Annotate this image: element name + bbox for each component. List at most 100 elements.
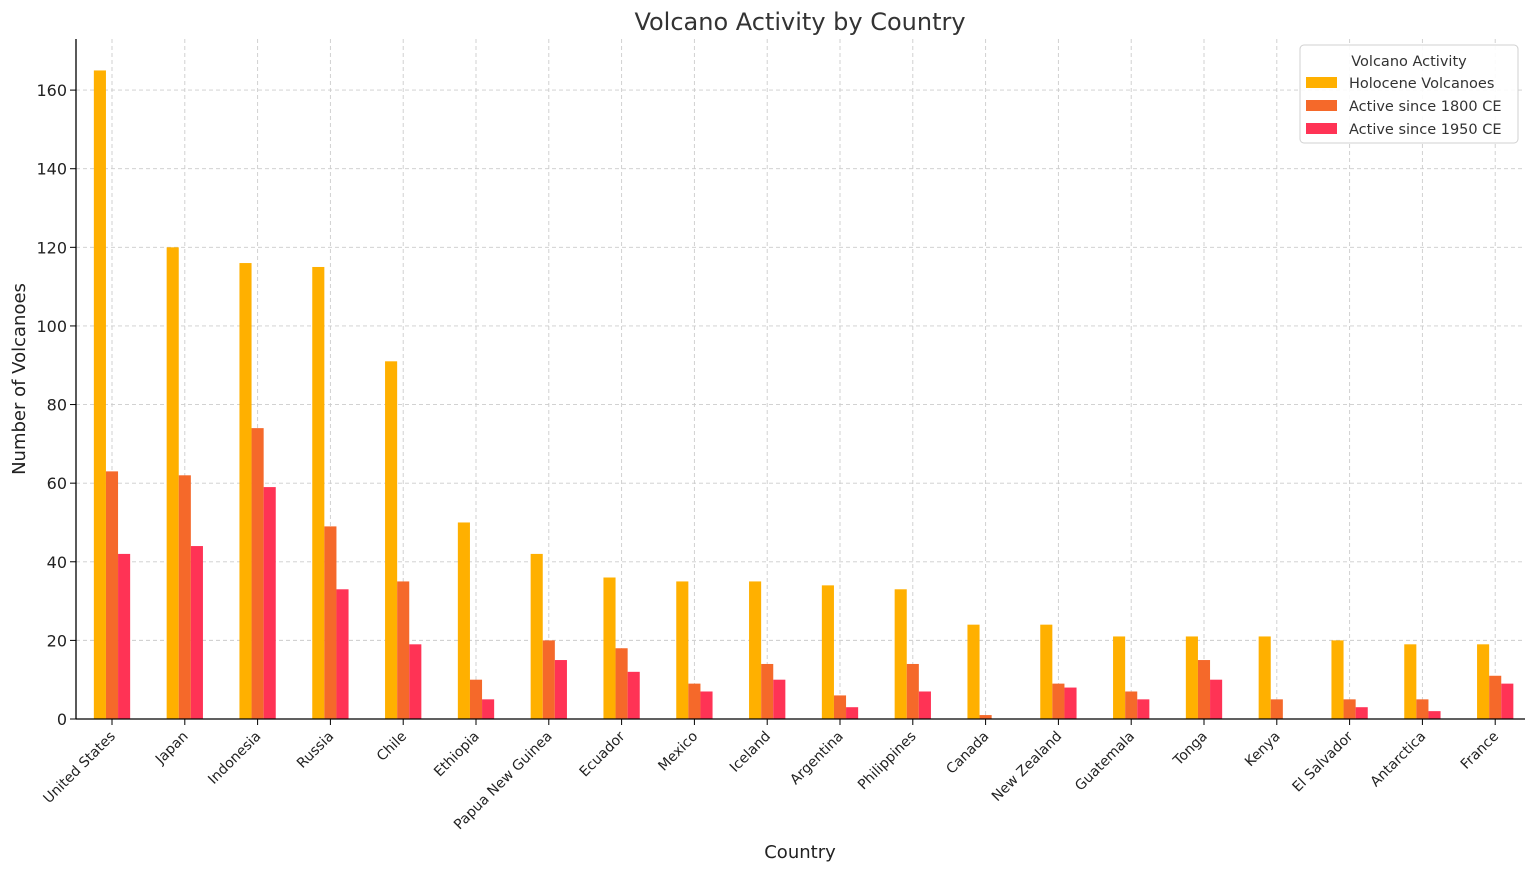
x-tick-label: Mexico [655, 729, 701, 775]
bar [979, 715, 992, 719]
y-tick-label: 80 [47, 396, 67, 415]
x-tick-label: Argentina [787, 729, 847, 789]
x-tick-label: Guatemala [1072, 729, 1138, 795]
y-tick-label: 0 [57, 710, 67, 729]
bar [1064, 687, 1077, 719]
x-tick-label: Ethiopia [431, 729, 483, 781]
legend-swatch [1306, 123, 1337, 134]
bar [1343, 699, 1356, 719]
bar [482, 699, 495, 719]
bar [1428, 711, 1441, 719]
bar [1185, 636, 1198, 719]
x-tick-label: Canada [943, 729, 992, 778]
bar [749, 581, 762, 719]
bar [105, 471, 119, 719]
bar [833, 695, 847, 719]
bar [1404, 644, 1417, 719]
bar [773, 679, 786, 719]
bar [469, 679, 483, 719]
legend-label: Active since 1950 CE [1349, 122, 1502, 138]
bar [1125, 691, 1138, 719]
bar [700, 691, 713, 719]
bar [1416, 699, 1429, 719]
x-tick-label: France [1458, 729, 1502, 773]
bars-group [93, 70, 1514, 720]
bar [1210, 679, 1223, 719]
y-tick-label: 140 [36, 160, 67, 179]
x-tick-label: El Salvador [1290, 728, 1357, 795]
bar [615, 648, 628, 719]
legend-label: Active since 1800 CE [1349, 99, 1502, 115]
chart-title: Volcano Activity by Country [634, 8, 965, 36]
bar [1501, 683, 1514, 719]
y-tick-label: 20 [47, 631, 67, 650]
bar [1197, 660, 1211, 719]
bar [1052, 683, 1065, 719]
legend-title: Volcano Activity [1351, 54, 1467, 70]
legend-swatch [1306, 77, 1337, 88]
bar [530, 553, 543, 719]
bar [1355, 707, 1368, 719]
y-axis-ticks: 0 20 40 60 80 100 120 140 160 [36, 81, 76, 729]
x-axis-title: Country [764, 842, 836, 863]
bar [967, 624, 980, 719]
bar [542, 640, 555, 719]
bar [190, 546, 203, 719]
bar [1258, 636, 1271, 719]
bar [1477, 644, 1490, 719]
x-tick-label: Japan [152, 729, 192, 769]
bar [385, 361, 398, 719]
bar [676, 581, 689, 719]
axes [75, 39, 1525, 720]
x-tick-label: Iceland [727, 729, 774, 776]
x-tick-label: Philippines [855, 729, 920, 794]
bar [603, 577, 616, 719]
bar [312, 266, 325, 719]
bar [1113, 636, 1126, 719]
bar [821, 585, 834, 719]
x-axis-ticks: United States Japan Indonesia Russia Chile Et… [40, 719, 1502, 833]
y-tick-label: 160 [36, 81, 67, 100]
bar [627, 671, 640, 719]
legend-items: Holocene Volcanoes Active since 1800 CE Ac… [1306, 76, 1502, 138]
x-tick-label: Tonga [1170, 729, 1211, 770]
bar [166, 247, 179, 719]
bar [251, 428, 264, 719]
bar [178, 475, 191, 719]
bar [1489, 675, 1502, 719]
x-tick-label: Chile [374, 729, 410, 765]
x-tick-label: Ecuador [577, 728, 629, 780]
bar [263, 487, 276, 719]
bar [239, 263, 252, 719]
bar [688, 683, 701, 719]
bar [906, 663, 919, 719]
bar [324, 526, 337, 719]
bar [1040, 624, 1053, 719]
legend-swatch [1306, 100, 1337, 111]
bar [1137, 699, 1150, 719]
bar [894, 589, 907, 719]
x-tick-label: Kenya [1242, 729, 1284, 771]
bar [118, 553, 131, 719]
bar [409, 644, 422, 719]
legend-box [1299, 44, 1519, 144]
bar [1270, 699, 1283, 719]
legend-label: Holocene Volcanoes [1349, 76, 1494, 92]
y-tick-label: 60 [47, 474, 67, 493]
x-tick-label: New Zealand [989, 729, 1065, 805]
x-tick-label: Russia [294, 729, 337, 772]
x-tick-label: Indonesia [205, 729, 264, 788]
bar [918, 691, 931, 719]
bar [397, 581, 410, 719]
bar [93, 70, 106, 720]
y-tick-label: 100 [36, 317, 67, 336]
x-tick-label: United States [40, 729, 118, 807]
bar [1331, 640, 1344, 719]
bar [336, 589, 349, 719]
bar [457, 522, 470, 719]
y-axis-title: Number of Volcanoes [9, 283, 30, 475]
bar [761, 663, 774, 719]
y-tick-label: 40 [47, 553, 67, 572]
x-tick-label: Antarctica [1367, 729, 1429, 791]
